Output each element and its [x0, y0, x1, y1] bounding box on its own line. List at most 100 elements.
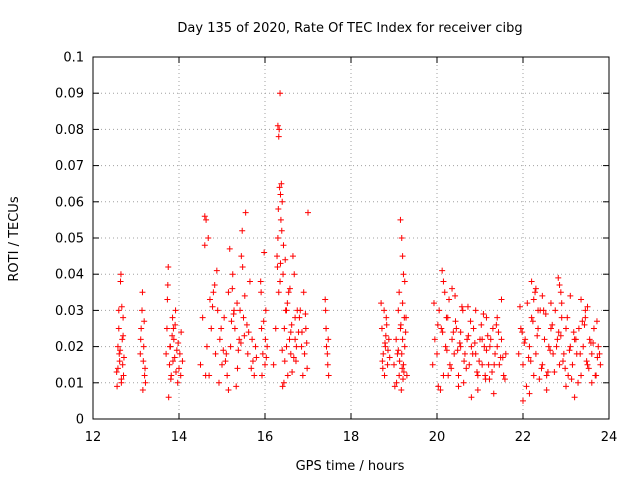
x-axis-ticks: 12 14 16 18 20 22 24 — [85, 57, 617, 445]
data-point — [164, 296, 171, 303]
y-tick-label: 0.05 — [55, 232, 84, 247]
data-point — [563, 383, 569, 390]
data-point — [483, 347, 490, 354]
data-point — [452, 292, 459, 299]
data-point — [525, 354, 532, 361]
data-point — [226, 245, 233, 252]
data-point — [435, 383, 442, 390]
data-point — [450, 329, 457, 336]
data-point — [476, 358, 483, 365]
data-point — [117, 271, 124, 278]
data-point — [378, 300, 385, 307]
data-point — [402, 329, 409, 336]
data-point — [396, 372, 403, 379]
grid-lines — [93, 57, 609, 419]
data-point — [117, 278, 124, 285]
data-point — [257, 278, 264, 285]
data-point — [560, 350, 567, 357]
data-point — [403, 372, 410, 379]
data-point — [588, 350, 595, 357]
data-point — [279, 383, 286, 390]
data-point — [480, 311, 487, 318]
data-point — [455, 383, 462, 390]
y-tick-label: 0.02 — [55, 340, 84, 355]
data-point — [555, 274, 562, 281]
data-point — [323, 343, 330, 350]
data-point — [556, 361, 563, 368]
data-point — [229, 271, 236, 278]
data-point — [570, 329, 577, 336]
data-point — [253, 354, 260, 361]
data-point — [205, 235, 212, 241]
data-point — [383, 314, 390, 321]
data-point — [290, 354, 297, 361]
data-point — [225, 289, 232, 296]
data-point — [473, 368, 480, 375]
data-point — [380, 350, 387, 357]
data-point — [197, 361, 204, 368]
data-point — [487, 336, 494, 343]
y-tick-label: 0.07 — [55, 159, 84, 174]
data-point — [544, 368, 551, 375]
data-point — [274, 235, 281, 241]
data-point — [541, 336, 548, 343]
data-point — [456, 339, 463, 346]
data-point — [285, 289, 292, 296]
data-point — [163, 325, 170, 332]
data-point — [458, 303, 465, 310]
data-point — [239, 227, 246, 234]
data-point — [284, 300, 291, 307]
data-point — [275, 289, 282, 296]
data-point — [169, 358, 176, 365]
x-tick-label: 14 — [171, 430, 188, 445]
data-point — [526, 390, 533, 397]
data-point — [140, 343, 147, 350]
data-point — [227, 343, 234, 350]
data-point — [237, 307, 244, 314]
data-point — [324, 350, 331, 357]
data-point — [283, 307, 290, 314]
data-point — [581, 321, 588, 328]
data-point — [175, 339, 182, 346]
data-point — [474, 387, 481, 394]
data-point — [174, 379, 181, 386]
data-point — [384, 361, 391, 368]
x-tick-label: 12 — [85, 430, 102, 445]
data-point — [140, 358, 147, 365]
data-point — [452, 318, 459, 325]
data-point — [178, 329, 185, 336]
data-point — [399, 336, 406, 343]
data-point — [549, 321, 556, 328]
data-point — [120, 372, 127, 379]
data-point — [441, 289, 448, 296]
y-tick-label: 0.01 — [55, 376, 84, 391]
data-point — [142, 365, 149, 372]
data-point — [493, 321, 500, 328]
data-point — [399, 300, 406, 307]
data-point — [400, 376, 407, 383]
data-point — [484, 332, 491, 339]
data-point — [401, 343, 408, 350]
data-point — [172, 368, 179, 375]
data-point — [466, 361, 473, 368]
data-point — [530, 296, 537, 303]
data-point — [383, 321, 390, 328]
data-point — [276, 126, 283, 133]
data-point — [461, 358, 468, 365]
data-point — [262, 361, 268, 368]
data-point — [535, 307, 542, 314]
data-point — [220, 347, 227, 354]
data-point — [457, 329, 464, 336]
data-point — [434, 321, 441, 328]
data-point — [470, 325, 477, 332]
data-point — [527, 358, 534, 365]
data-point — [203, 216, 210, 223]
data-point — [400, 368, 407, 375]
plot-frame — [92, 56, 610, 420]
data-point — [292, 314, 299, 321]
data-point — [258, 289, 265, 296]
data-point — [208, 325, 215, 332]
data-point — [398, 235, 405, 241]
data-point — [472, 307, 479, 314]
data-point — [464, 303, 471, 310]
